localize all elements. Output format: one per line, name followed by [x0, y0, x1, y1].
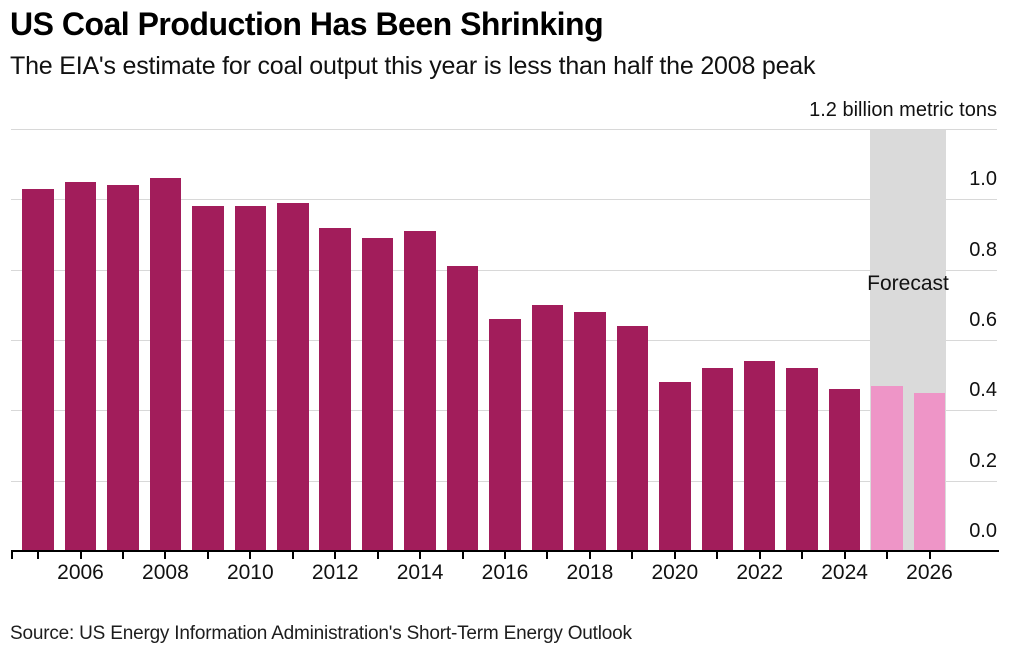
x-tick-2022	[758, 552, 761, 559]
y-tick-label-0.6: 0.6	[969, 309, 997, 331]
y-axis-unit-label: 1.2 billion metric tons	[809, 99, 997, 121]
bar-2022	[743, 361, 776, 551]
x-tick-label-2024: 2024	[821, 561, 868, 584]
bar-2017	[531, 304, 564, 551]
bar-2005	[22, 188, 54, 551]
y-tick-label-0.2: 0.2	[969, 449, 997, 472]
y-tick-label-0.4: 0.4	[969, 379, 997, 402]
bar-2020	[659, 382, 691, 551]
x-tick-2024	[843, 552, 846, 559]
x-tick-2019	[631, 552, 634, 559]
x-tick-label-2008: 2008	[142, 561, 189, 584]
x-tick-label-2016: 2016	[481, 561, 529, 584]
x-tick-2009	[206, 552, 209, 559]
x-tick-label-2006: 2006	[57, 561, 104, 584]
forecast-label: Forecast	[867, 272, 949, 295]
bar-2011	[277, 202, 309, 551]
x-tick-2015	[461, 552, 464, 559]
bar-2007	[107, 185, 139, 551]
x-tick-2020	[673, 552, 676, 559]
y-tick-label-0.8: 0.8	[969, 238, 997, 261]
source-attribution: Source: US Energy Information Administra…	[10, 623, 632, 644]
x-tick-2016	[504, 552, 506, 559]
x-tick-2006	[79, 552, 82, 559]
x-tick-2025	[886, 552, 888, 559]
bar-2015	[446, 266, 479, 551]
bar-2012	[319, 227, 351, 551]
x-axis-start-tick	[11, 552, 13, 559]
bar-2021	[701, 368, 733, 551]
x-axis-line	[11, 550, 999, 552]
gridline-1.0	[11, 199, 997, 201]
x-tick-2012	[334, 552, 337, 559]
chart-subtitle: The EIA's estimate for coal output this …	[10, 52, 816, 80]
bar-2013	[361, 238, 394, 551]
x-tick-2018	[588, 552, 591, 559]
x-tick-2011	[291, 552, 294, 559]
y-tick-label-0.0: 0.0	[969, 520, 997, 542]
x-tick-2010	[249, 552, 252, 559]
x-tick-label-2010: 2010	[226, 561, 274, 584]
y-tick-label-1.0: 1.0	[969, 168, 997, 191]
x-tick-2007	[121, 552, 124, 559]
bar-2008	[149, 178, 182, 551]
bar-2016	[489, 318, 521, 551]
x-tick-label-2014: 2014	[396, 561, 444, 584]
bar-2014	[404, 231, 436, 551]
x-tick-2026	[928, 552, 931, 559]
x-tick-2013	[376, 552, 379, 559]
bar-2024	[828, 389, 861, 551]
x-tick-label-2026: 2026	[906, 561, 953, 584]
x-tick-2021	[716, 552, 719, 559]
x-tick-2023	[801, 552, 804, 559]
x-tick-2005	[37, 552, 39, 559]
bar-2009	[192, 206, 224, 551]
x-tick-label-2012: 2012	[311, 561, 359, 584]
x-tick-2014	[419, 552, 422, 559]
x-tick-2008	[164, 552, 167, 559]
gridline-1.2	[11, 129, 997, 130]
bar-2023	[786, 368, 818, 551]
bar-2019	[616, 325, 649, 551]
chart-title: US Coal Production Has Been Shrinking	[10, 6, 604, 42]
gridline-0.8	[11, 269, 997, 271]
bar-2010	[234, 206, 266, 551]
x-tick-label-2018: 2018	[566, 561, 614, 584]
bar-2006	[64, 181, 97, 551]
bar-2025	[871, 385, 903, 551]
bar-2018	[574, 311, 606, 551]
x-tick-label-2020: 2020	[651, 561, 699, 584]
x-tick-label-2022: 2022	[736, 561, 784, 584]
x-tick-2017	[546, 552, 549, 559]
bar-2026	[913, 392, 946, 552]
